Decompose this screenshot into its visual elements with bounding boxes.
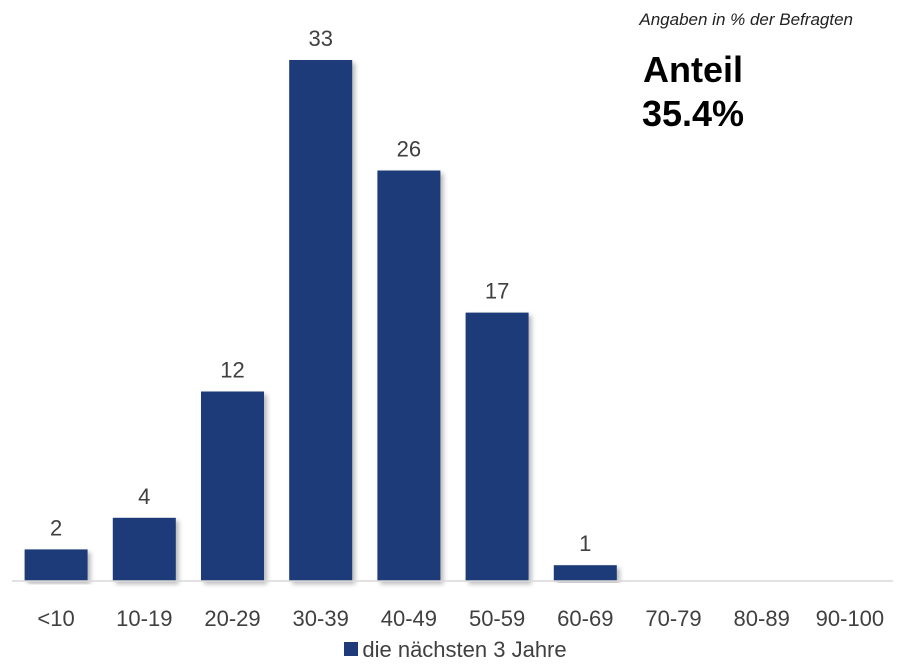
bars-layer [24,60,617,581]
legend-entry-label: die nächsten 3 Jahre [362,637,567,662]
category-labels-layer: <10 10-19 20-29 30-39 40-49 50-59 60-69 70-79 80… [37,606,884,631]
category-label-5: 50-59 [469,606,525,631]
bar-2 [201,391,264,581]
category-label-6: 60-69 [557,606,613,631]
data-label-4: 26 [397,137,421,162]
bar-0 [24,549,88,581]
bar-5 [465,312,529,581]
category-label-3: 30-39 [293,606,349,631]
share-value: 35.4% [641,93,745,134]
bar-6 [553,565,617,581]
bar-4 [377,170,441,581]
category-label-7: 70-79 [645,606,701,631]
bar-1 [112,517,176,581]
data-label-1: 4 [138,484,150,509]
category-label-9: 90-100 [816,606,885,631]
category-label-0: <10 [37,606,74,631]
data-label-0: 2 [50,515,62,540]
share-highlight: Anteil 35.4% [600,48,786,136]
units-note: Angaben in % der Befragten [639,10,853,29]
bar-3 [289,60,353,581]
category-label-8: 80-89 [734,606,790,631]
share-label: Anteil [642,49,743,90]
legend-swatch-icon [344,642,359,656]
category-label-1: 10-19 [116,606,172,631]
category-label-4: 40-49 [381,606,437,631]
data-label-3: 33 [308,26,332,51]
value-labels-layer: 2 4 12 33 26 17 1 [50,26,591,556]
data-label-5: 17 [485,279,509,304]
legend: die nächsten 3 Jahre [0,637,911,663]
category-label-2: 20-29 [204,606,260,631]
data-label-2: 12 [220,358,244,383]
data-label-6: 1 [579,531,591,556]
